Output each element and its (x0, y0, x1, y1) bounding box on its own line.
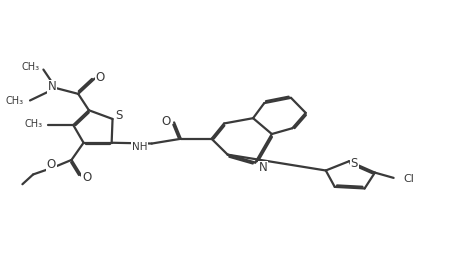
Text: N: N (259, 161, 268, 174)
Text: S: S (351, 157, 358, 170)
Text: NH: NH (132, 142, 147, 152)
Text: S: S (116, 108, 123, 121)
Text: N: N (48, 80, 57, 93)
Text: O: O (161, 115, 171, 128)
Text: CH₃: CH₃ (5, 96, 23, 106)
Text: Cl: Cl (404, 174, 414, 184)
Text: O: O (96, 71, 105, 84)
Text: O: O (82, 171, 92, 184)
Text: CH₃: CH₃ (24, 119, 43, 129)
Text: O: O (47, 158, 56, 171)
Text: CH₃: CH₃ (22, 62, 40, 72)
